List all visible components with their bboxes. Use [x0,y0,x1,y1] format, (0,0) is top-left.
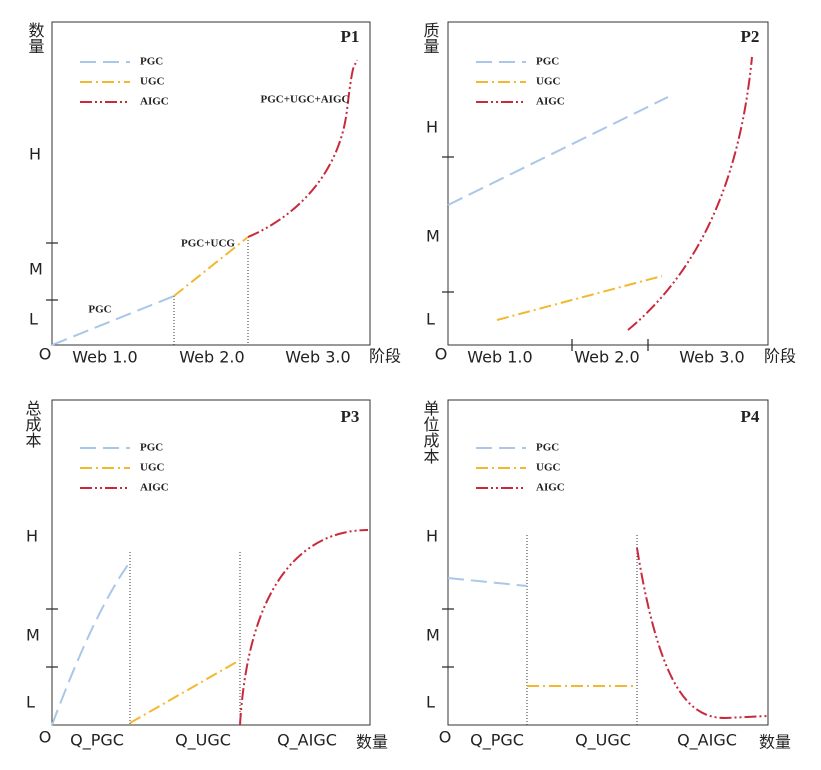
legend-label: AIGC [536,482,565,494]
panel-title: P2 [741,27,760,46]
x-label: Q_UGC [575,731,631,751]
x-axis-label: 阶段 [764,347,796,366]
annotation: PGC+UGC+AIGC [261,94,350,106]
aigc-curve [636,547,769,720]
y-axis-label: 单位成本 [421,400,440,464]
aigc-curve [239,529,369,726]
y-level: L [26,693,35,712]
x-label: Web 1.0 [72,348,137,367]
ugc-curve [129,659,241,724]
x-label: Web 2.0 [574,348,639,367]
panel-frame [447,21,769,346]
y-level: L [426,310,435,329]
legend-label: UGC [140,462,165,474]
origin: O [435,345,448,364]
pgc-curve [51,295,175,346]
y-level: H [29,145,41,164]
panel-title: P4 [741,407,760,426]
x-label: Q_PGC [470,731,524,751]
panel-title: P3 [341,407,360,426]
x-label: Web 3.0 [679,348,744,367]
origin: O [39,728,52,747]
y-level: M [426,626,440,645]
aigc-curve [627,56,753,331]
legend-label: PGC [140,56,163,68]
legend-label: UGC [536,462,561,474]
y-level: M [426,227,440,246]
annotation: PGC [88,304,111,316]
y-axis-label: 质量 [421,22,440,54]
y-level: M [26,626,40,645]
panel-frame [51,21,371,346]
x-axis-label: 数量 [356,733,388,752]
y-level: L [29,310,38,329]
y-axis-label: 数量 [26,22,45,54]
x-axis-label: 阶段 [369,347,401,366]
legend-label: AIGC [140,482,169,494]
panel-title: P1 [341,27,360,46]
annotation: PGC+UCG [181,238,235,250]
legend-label: UGC [140,76,165,88]
legend-label: AIGC [536,96,565,108]
x-label: Q_AIGC [677,731,737,751]
y-level: H [426,118,438,137]
y-axis-label: 总成本 [23,400,42,448]
x-label: Q_PGC [70,731,124,751]
y-level: L [426,693,435,712]
x-label: Web 2.0 [179,348,244,367]
x-label: Web 1.0 [467,348,532,367]
aigc-curve [247,59,358,238]
ugc-curve [173,236,249,297]
x-label: Q_UGC [175,731,231,751]
x-axis-label: 数量 [759,733,791,752]
legend-label: PGC [536,442,559,454]
panel-frame [51,399,371,726]
y-level: H [426,527,438,546]
pgc-curve [51,561,131,726]
legend-label: AIGC [140,96,169,108]
pgc-curve [447,96,669,206]
ugc-curve [496,275,663,321]
legend-label: UGC [536,76,561,88]
panel-frame [447,399,769,726]
pgc-curve [447,577,528,587]
y-level: H [26,527,38,546]
y-level: M [29,260,43,279]
legend-label: PGC [140,442,163,454]
x-label: Web 3.0 [285,348,350,367]
origin: O [39,345,52,364]
x-label: Q_AIGC [277,731,337,751]
legend-label: PGC [536,56,559,68]
origin: O [439,728,452,747]
